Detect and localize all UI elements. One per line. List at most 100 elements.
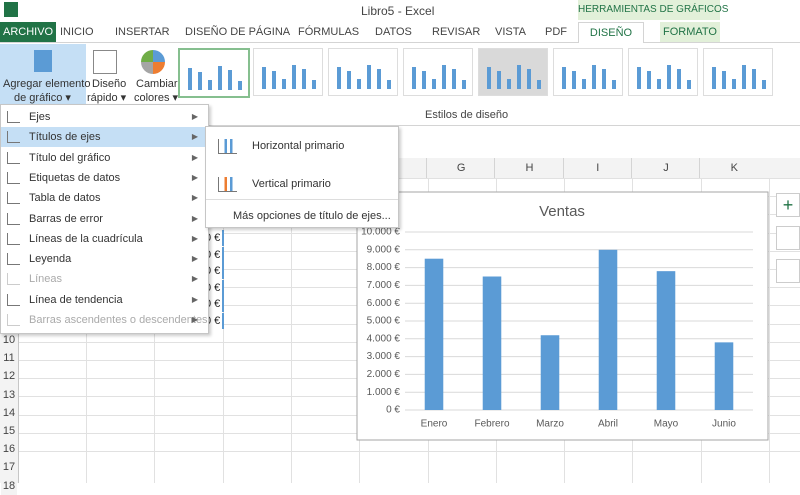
thumbnail-bar <box>732 79 736 89</box>
bar <box>482 276 502 410</box>
axis-titles-submenu: Horizontal primario Vertical primario Más … <box>205 126 399 228</box>
column-header: J <box>630 158 700 178</box>
quick-layout-label[interactable]: Diseño <box>92 78 127 90</box>
menu-item[interactable]: Títulos de ejes ▶ <box>1 127 208 148</box>
x-tick-label: Marzo <box>536 419 564 430</box>
thumbnail-bar <box>752 69 756 89</box>
submenu-item[interactable]: Más opciones de título de ejes... <box>233 210 391 222</box>
ribbon-tab[interactable]: FORMATO <box>660 22 720 42</box>
thumbnail-bar <box>357 79 361 89</box>
menu-icon <box>7 131 20 144</box>
submenu-item[interactable]: Horizontal primario <box>252 140 345 152</box>
context-tab: HERRAMIENTAS DE GRÁFICOS <box>578 0 728 20</box>
chart-style-thumbnail[interactable] <box>328 48 398 96</box>
chart-style-thumbnail[interactable] <box>178 48 250 98</box>
ribbon-tab[interactable]: PDF <box>545 26 567 38</box>
menu-item[interactable]: Líneas de la cuadrícula ▶ <box>1 229 208 249</box>
submenu-arrow: ▶ <box>191 132 198 142</box>
bar <box>714 342 734 410</box>
ribbon-tab[interactable]: INSERTAR <box>115 26 170 38</box>
menu-item[interactable]: Ejes ▶ <box>1 107 208 127</box>
ribbon-tab[interactable]: DISEÑO <box>578 22 644 44</box>
thumbnail-bar <box>272 71 276 89</box>
menu-label: Línea de tendencia <box>29 293 123 306</box>
ribbon-tab[interactable]: ARCHIVO <box>0 22 57 42</box>
menu-label: Barras ascendentes o descendentes <box>29 314 208 326</box>
ribbon-tab[interactable]: DATOS <box>375 26 412 38</box>
thumbnail-bar <box>432 79 436 89</box>
x-tick-label: Enero <box>421 419 448 430</box>
grid-column-line <box>291 178 292 483</box>
change-colors-icon <box>141 50 165 74</box>
menu-item[interactable]: Título del gráfico ▶ <box>1 148 208 168</box>
thumbnail-bar <box>527 69 531 89</box>
menu-item[interactable]: Etiquetas de datos ▶ <box>1 168 208 188</box>
chart-style-thumbnail[interactable] <box>628 48 698 96</box>
thumbnail-bar <box>722 71 726 89</box>
menu-item[interactable]: Tabla de datos ▶ <box>1 188 208 208</box>
menu-label: Leyenda <box>29 253 72 266</box>
thumbnail-bar <box>572 71 576 89</box>
menu-label: Líneas de la cuadrícula <box>29 232 143 245</box>
tab-bar: ARCHIVO INICIO INSERTAR DISEÑO DE PÁGINA FÓR… <box>0 20 800 44</box>
thumbnail-bar <box>337 67 341 89</box>
menu-label: Tabla de datos <box>29 192 101 205</box>
menu-item[interactable]: Leyenda ▶ <box>1 249 208 269</box>
thumbnail-bar <box>687 80 691 89</box>
submenu-item[interactable]: Vertical primario <box>252 178 331 190</box>
chart-styles-button[interactable] <box>776 226 800 250</box>
menu-item: Líneas ▶ <box>1 269 208 289</box>
thumbnail-bar <box>292 65 296 89</box>
chart-style-thumbnail[interactable] <box>403 48 473 96</box>
y-tick-label: 9.000 € <box>367 244 401 255</box>
submenu-arrow: ▶ <box>191 315 198 324</box>
menu-icon <box>7 111 20 123</box>
menu-icon <box>7 151 20 164</box>
bar <box>656 271 676 410</box>
y-tick-label: 5.000 € <box>367 316 401 327</box>
thumbnail-bar <box>198 72 202 90</box>
menu-item[interactable]: Línea de tendencia ▶ <box>1 290 208 310</box>
chart-style-thumbnail[interactable] <box>703 48 773 96</box>
chart-filters-button[interactable] <box>776 259 800 283</box>
ribbon-tab[interactable]: REVISAR <box>432 26 481 38</box>
x-tick-label: Febrero <box>474 419 509 430</box>
submenu-icon <box>218 139 237 154</box>
thumbnail-bar <box>507 79 511 89</box>
ribbon-tab[interactable]: INICIO <box>60 26 94 38</box>
thumbnail-bar <box>442 65 446 89</box>
grid-column-line <box>223 178 224 483</box>
chart-area[interactable] <box>356 191 769 441</box>
menu-item[interactable]: Barras de error ▶ <box>1 209 208 229</box>
thumbnail-bar <box>517 65 521 89</box>
chart-elements-button[interactable]: + <box>776 193 800 217</box>
ribbon-tab[interactable]: FÓRMULAS <box>298 26 360 38</box>
chart-style-thumbnail[interactable] <box>478 48 548 96</box>
bar <box>424 258 444 410</box>
row-header: 14 <box>1 403 17 422</box>
chart-style-thumbnail[interactable] <box>253 48 323 96</box>
x-tick-label: Junio <box>712 419 736 430</box>
change-colors-label[interactable]: Cambiar <box>136 78 178 90</box>
thumbnail-bar <box>677 69 681 89</box>
row-header: 17 <box>1 458 17 477</box>
thumbnail-bar <box>387 80 391 89</box>
ribbon-tab[interactable]: DISEÑO DE PÁGINA <box>185 26 291 38</box>
submenu-separator <box>206 199 398 200</box>
change-colors-label[interactable]: colores ▾ <box>134 92 179 104</box>
x-tick-label: Mayo <box>654 419 679 430</box>
add-element-icon <box>34 50 52 72</box>
menu-label: Etiquetas de datos <box>29 171 121 184</box>
submenu-arrow: ▶ <box>191 254 198 264</box>
thumbnail-bar <box>347 71 351 89</box>
ribbon-tab[interactable]: VISTA <box>495 26 526 38</box>
menu-icon <box>7 293 20 306</box>
menu-label: Títulos de ejes <box>29 131 101 144</box>
menu-label: Título del gráfico <box>29 151 111 164</box>
y-tick-label: 3.000 € <box>367 351 401 362</box>
quick-layout-label[interactable]: rápido ▾ <box>87 92 127 104</box>
submenu-arrow: ▶ <box>191 233 198 243</box>
y-tick-label: 0 € <box>386 405 400 416</box>
thumbnail-bar <box>238 81 242 90</box>
chart-style-thumbnail[interactable] <box>553 48 623 96</box>
